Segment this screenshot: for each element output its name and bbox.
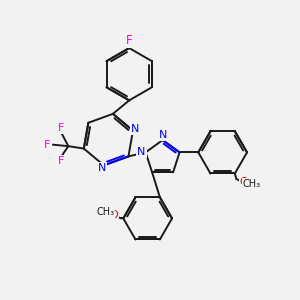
Text: O: O: [109, 210, 118, 220]
Text: N: N: [98, 163, 106, 173]
Text: CH₃: CH₃: [243, 179, 261, 189]
Text: F: F: [126, 34, 133, 47]
Text: F: F: [44, 140, 51, 150]
Text: N: N: [159, 130, 167, 140]
Text: F: F: [58, 156, 65, 166]
Text: CH₃: CH₃: [96, 207, 115, 217]
Text: N: N: [131, 124, 140, 134]
Text: N: N: [137, 147, 146, 157]
Text: F: F: [58, 123, 65, 133]
Text: O: O: [239, 177, 248, 188]
